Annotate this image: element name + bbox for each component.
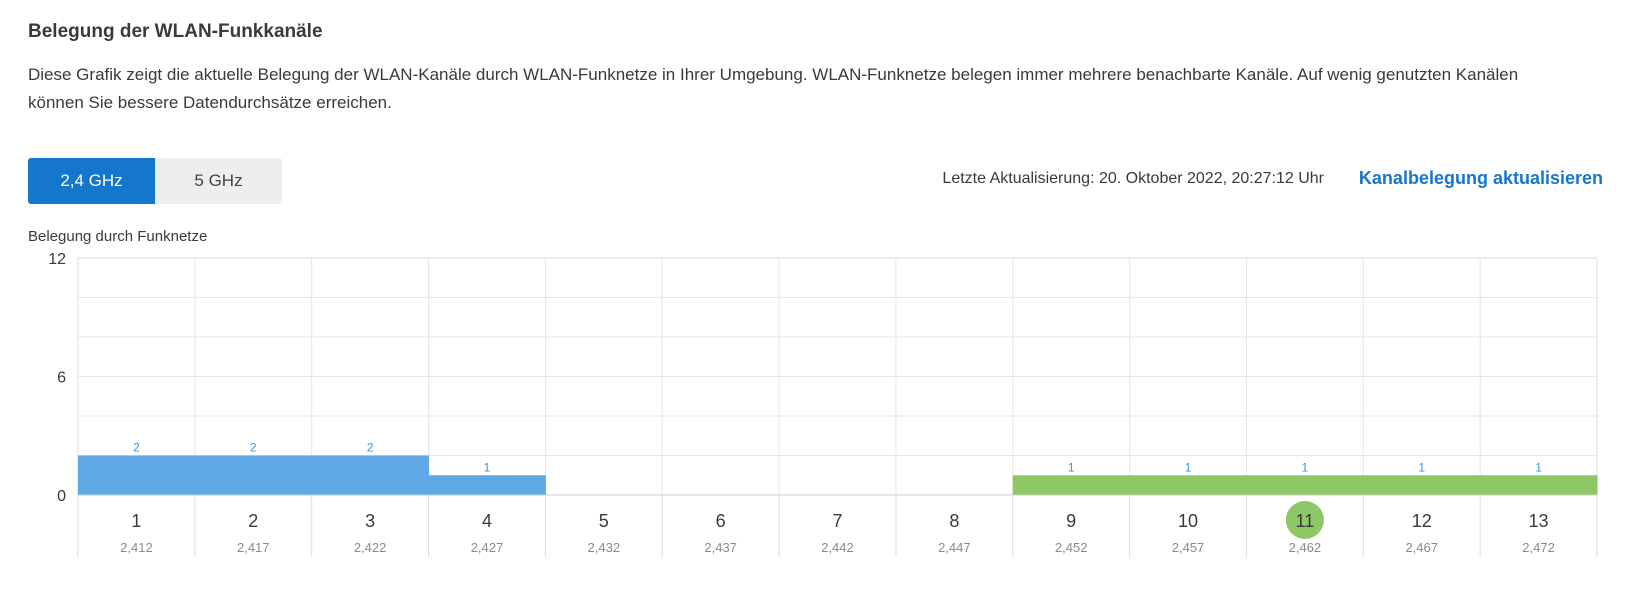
x-tick-label: 13	[1529, 511, 1549, 531]
bar-value-label: 1	[484, 460, 491, 474]
bar-value-label: 2	[367, 441, 374, 455]
refresh-channel-link[interactable]: Kanalbelegung aktualisieren	[1358, 168, 1603, 188]
bar	[78, 455, 196, 495]
x-tick-label: 1	[131, 511, 141, 531]
x-tick-label: 11	[1296, 511, 1315, 531]
frequency-label: 2,462	[1289, 540, 1322, 555]
bar	[1246, 475, 1364, 495]
x-tick-label: 8	[949, 511, 959, 531]
bar-value-label: 2	[250, 441, 257, 455]
bar	[1363, 475, 1481, 495]
bar-value-label: 2	[133, 441, 140, 455]
frequency-label: 2,412	[120, 540, 153, 555]
frequency-label: 2,417	[237, 540, 270, 555]
frequency-label: 2,452	[1055, 540, 1088, 555]
x-tick-label: 3	[365, 511, 375, 531]
frequency-label: 2,467	[1405, 540, 1438, 555]
active-channel-marker	[1285, 501, 1324, 539]
bar	[194, 455, 313, 495]
frequency-label: 2,422	[354, 540, 387, 555]
band-5ghz-button[interactable]: 5 GHz	[155, 158, 282, 204]
x-tick-label: 4	[482, 511, 492, 531]
x-tick-label: 9	[1066, 511, 1076, 531]
x-tick-label: 7	[832, 511, 842, 531]
bar	[428, 475, 546, 495]
bar	[1012, 475, 1131, 495]
frequency-label: 2,427	[471, 540, 504, 555]
bar-value-label: 1	[1185, 460, 1192, 474]
y-axis-label: Belegung durch Funknetze	[28, 228, 208, 245]
last-update-text: Letzte Aktualisierung: 20. Oktober 2022,…	[942, 170, 1324, 187]
bar-value-label: 1	[1302, 460, 1309, 474]
x-tick-label: 5	[599, 511, 609, 531]
frequency-label: 2,442	[821, 540, 854, 555]
frequency-label: 2,432	[588, 540, 621, 555]
x-tick-label: 10	[1178, 511, 1198, 531]
frequency-label: 2,457	[1172, 540, 1205, 555]
bar	[311, 455, 430, 495]
page-title: Belegung der WLAN-Funkkanäle	[28, 21, 323, 42]
page-description: Diese Grafik zeigt die aktuelle Belegung…	[28, 65, 1519, 112]
x-tick-label: 6	[716, 511, 726, 531]
frequency-label: 2,472	[1522, 540, 1555, 555]
band-24ghz-button[interactable]: 2,4 GHz	[28, 158, 155, 204]
y-tick-label: 6	[57, 370, 66, 387]
y-tick-label: 0	[57, 488, 66, 505]
bar	[1129, 475, 1247, 495]
frequency-label: 2,437	[704, 540, 737, 555]
x-tick-label: 12	[1412, 511, 1432, 531]
frequency-label: 2,447	[938, 540, 971, 555]
bar	[1480, 475, 1598, 495]
y-tick-label: 12	[48, 251, 66, 268]
bar-value-label: 1	[1418, 460, 1425, 474]
x-tick-label: 2	[248, 511, 258, 531]
bar-value-label: 1	[1068, 460, 1075, 474]
band-toggle: 2,4 GHz 5 GHz	[28, 158, 282, 204]
bar-value-label: 1	[1535, 460, 1542, 474]
